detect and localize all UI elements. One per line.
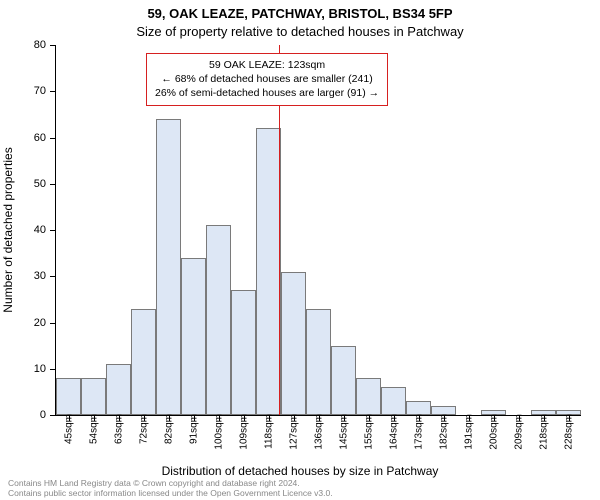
x-tick-label: 72sqm	[138, 414, 149, 444]
chart-container: 59, OAK LEAZE, PATCHWAY, BRISTOL, BS34 5…	[0, 0, 600, 500]
histogram-bar	[106, 364, 131, 415]
y-tick	[50, 45, 56, 46]
histogram-bar	[331, 346, 356, 415]
annotation-line1: 59 OAK LEAZE: 123sqm	[155, 58, 379, 72]
x-tick-label: 182sqm	[438, 414, 449, 450]
x-tick-label: 91sqm	[188, 414, 199, 444]
x-tick-label: 200sqm	[488, 414, 499, 450]
annotation-box: 59 OAK LEAZE: 123sqm ← 68% of detached h…	[146, 53, 388, 106]
y-tick	[50, 230, 56, 231]
y-tick	[50, 276, 56, 277]
y-tick-label: 40	[21, 224, 46, 236]
histogram-bar	[281, 272, 306, 415]
chart-title-sub: Size of property relative to detached ho…	[0, 24, 600, 39]
histogram-bar	[56, 378, 81, 415]
histogram-bar	[156, 119, 181, 415]
annotation-line3: 26% of semi-detached houses are larger (…	[155, 86, 379, 100]
x-tick-label: 228sqm	[563, 414, 574, 450]
y-tick-label: 0	[21, 409, 46, 421]
x-tick-label: 127sqm	[288, 414, 299, 450]
x-tick-label: 164sqm	[388, 414, 399, 450]
y-tick-label: 10	[21, 363, 46, 375]
x-tick-label: 145sqm	[338, 414, 349, 450]
x-tick-label: 118sqm	[263, 414, 274, 449]
x-tick-label: 218sqm	[538, 414, 549, 450]
y-tick-label: 30	[21, 270, 46, 282]
x-tick-label: 191sqm	[463, 414, 474, 450]
x-tick-label: 45sqm	[63, 414, 74, 444]
x-tick-label: 54sqm	[88, 414, 99, 444]
histogram-bar	[206, 225, 231, 415]
footer-attribution: Contains HM Land Registry data © Crown c…	[8, 479, 333, 498]
histogram-bar	[131, 309, 156, 415]
chart-title-main: 59, OAK LEAZE, PATCHWAY, BRISTOL, BS34 5…	[0, 6, 600, 21]
x-tick-label: 136sqm	[313, 414, 324, 450]
y-tick	[50, 369, 56, 370]
y-tick-label: 50	[21, 178, 46, 190]
histogram-bar	[306, 309, 331, 415]
y-tick	[50, 138, 56, 139]
x-tick-label: 100sqm	[213, 414, 224, 450]
x-tick-label: 155sqm	[363, 414, 374, 450]
histogram-bar	[256, 128, 281, 415]
x-tick-label: 209sqm	[513, 414, 524, 450]
histogram-bar	[81, 378, 106, 415]
y-tick	[50, 184, 56, 185]
y-tick-label: 60	[21, 132, 46, 144]
x-axis-title: Distribution of detached houses by size …	[0, 464, 600, 478]
histogram-bar	[381, 387, 406, 415]
plot-area: 0102030405060708045sqm54sqm63sqm72sqm82s…	[55, 45, 581, 416]
x-tick-label: 63sqm	[113, 414, 124, 444]
x-tick-label: 82sqm	[163, 414, 174, 444]
y-axis-title: Number of detached properties	[1, 147, 15, 312]
histogram-bar	[231, 290, 256, 415]
histogram-bar	[356, 378, 381, 415]
x-tick-label: 109sqm	[238, 414, 249, 450]
histogram-bar	[181, 258, 206, 415]
histogram-bar	[406, 401, 431, 415]
y-tick	[50, 91, 56, 92]
y-tick	[50, 323, 56, 324]
y-tick-label: 70	[21, 85, 46, 97]
y-tick-label: 20	[21, 317, 46, 329]
annotation-line2: ← 68% of detached houses are smaller (24…	[155, 72, 379, 86]
y-tick	[50, 415, 56, 416]
y-tick-label: 80	[21, 39, 46, 51]
x-tick-label: 173sqm	[413, 414, 424, 450]
footer-line2: Contains public sector information licen…	[8, 489, 333, 498]
